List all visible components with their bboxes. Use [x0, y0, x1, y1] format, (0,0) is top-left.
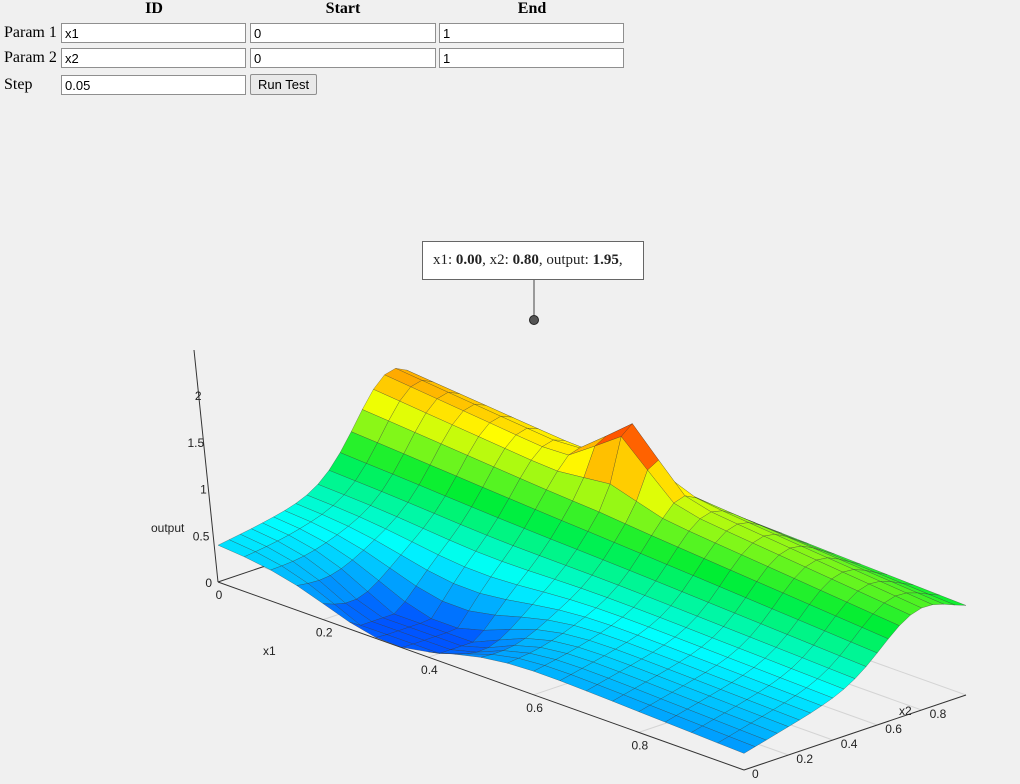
x2-axis-line	[743, 694, 967, 771]
output-axis-label: output	[151, 521, 185, 535]
param1-start-input[interactable]	[250, 23, 436, 43]
output-axis-line	[193, 349, 219, 583]
tooltip-x1-label: x1:	[433, 252, 456, 268]
output-tick-label: 1.5	[188, 436, 205, 450]
x1-tick-label: 0.6	[526, 701, 543, 715]
param1-id-input[interactable]	[61, 23, 246, 43]
param2-id-input[interactable]	[61, 48, 246, 68]
x2-axis-label: x2	[899, 704, 912, 718]
output-tick-label: 0	[205, 576, 212, 590]
x1-tick-label: 0.8	[631, 738, 648, 752]
x1-axis-label: x1	[263, 644, 276, 658]
tooltip-output-label: , output:	[538, 252, 593, 268]
x1-tick-label: 0	[216, 588, 223, 602]
x1-tick-label: 0.4	[421, 663, 438, 677]
surface-cell[interactable]	[717, 736, 756, 754]
highlighted-point-marker[interactable]	[529, 315, 539, 325]
param2-label: Param 2	[4, 49, 57, 66]
x1-tick-label: 0.2	[316, 626, 333, 640]
header-start: Start	[325, 0, 361, 17]
tooltip-x2-value: 0.80	[512, 252, 539, 268]
surface-mesh[interactable]	[217, 368, 967, 754]
tooltip-x1-value: 0.00	[455, 252, 483, 268]
param1-end-input[interactable]	[439, 23, 624, 43]
x1-axis-line	[217, 581, 745, 771]
param2-end-input[interactable]	[439, 48, 624, 68]
output-tick-label: 2	[195, 389, 202, 403]
step-label: Step	[4, 76, 33, 93]
x2-tick-label: 0.4	[841, 737, 858, 751]
x2-tick-label: 0.2	[796, 752, 813, 766]
param1-label: Param 1	[4, 24, 57, 41]
param2-start-input[interactable]	[250, 48, 436, 68]
header-id: ID	[145, 0, 163, 17]
data-tooltip: x1: 0.00, x2: 0.80, output: 1.95,	[422, 241, 644, 280]
header-end: End	[517, 0, 547, 17]
output-tick-label: 0.5	[193, 529, 210, 543]
x2-tick-label: 0	[752, 767, 759, 781]
tooltip-output-value: 1.95	[592, 252, 619, 268]
output-tick-label: 1	[200, 483, 207, 497]
tooltip-trail: ,	[618, 252, 623, 268]
x2-tick-label: 0.8	[930, 707, 947, 721]
tooltip-x2-label: , x2:	[482, 252, 513, 268]
step-input[interactable]	[61, 75, 246, 95]
tick-labels: 0 0.2 0.4 0.6 0.8 0 0.2 0.4 0.6 0.8 0 0.5 1 1.5 2	[188, 389, 947, 781]
run-test-button[interactable]: Run Test	[250, 74, 318, 95]
x2-tick-label: 0.6	[885, 722, 902, 736]
